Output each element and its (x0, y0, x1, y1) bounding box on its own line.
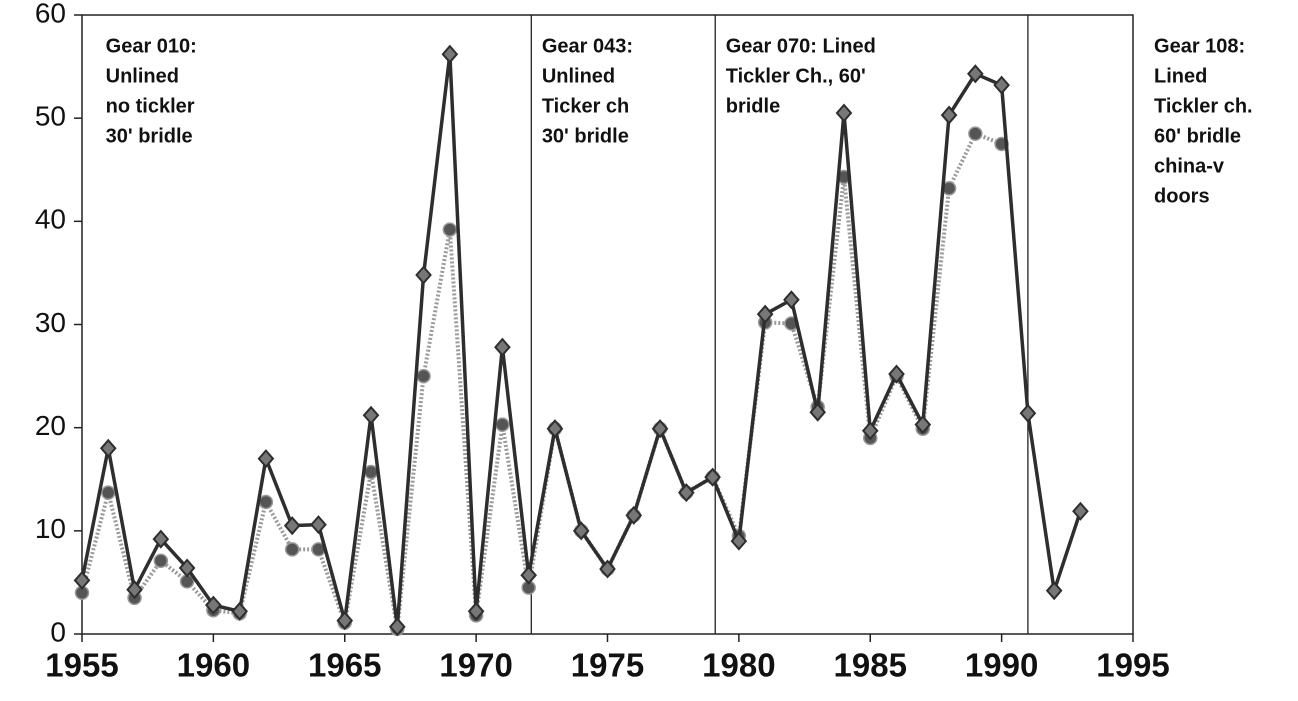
point (730, 531, 748, 551)
annotation: Gear 070: Lined (726, 35, 876, 57)
point (442, 222, 458, 237)
point (783, 290, 800, 310)
point (257, 449, 275, 469)
point (888, 364, 905, 384)
point (1072, 501, 1089, 521)
point (651, 419, 669, 439)
point (967, 64, 984, 84)
annotation: 30' bridle (542, 125, 629, 147)
annotation: doors (1154, 185, 1210, 207)
point (835, 103, 853, 123)
annotation: no tickler (106, 95, 195, 117)
point (310, 515, 327, 535)
point (520, 565, 538, 585)
annotation: china-v (1154, 155, 1225, 177)
point (572, 521, 590, 541)
x-tick-label: 1985 (834, 647, 907, 684)
point (441, 44, 459, 64)
point (546, 419, 564, 439)
point (861, 421, 879, 441)
y-tick-label: 30 (35, 307, 66, 338)
x-tick-label: 1970 (439, 647, 512, 684)
x-tick-label: 1960 (177, 647, 250, 684)
y-tick-label: 40 (35, 204, 66, 235)
annotation: Tickler Ch., 60' (726, 65, 866, 87)
point (231, 601, 248, 621)
x-tick-label: 1955 (45, 647, 118, 684)
series-line (80, 131, 1003, 631)
point (126, 580, 143, 600)
y-tick-label: 20 (35, 410, 66, 441)
point (101, 485, 116, 500)
point (495, 417, 510, 432)
y-tick-label: 50 (35, 101, 66, 132)
point (467, 601, 485, 621)
point (494, 337, 511, 357)
x-tick-label: 1965 (308, 647, 381, 684)
point (73, 570, 91, 590)
point (152, 529, 170, 549)
point (809, 402, 827, 422)
x-tick-label: 1975 (571, 647, 644, 684)
annotation: Ticker ch (542, 95, 629, 117)
point (416, 368, 431, 384)
annotation: Unlined (106, 65, 179, 87)
point (205, 595, 222, 615)
point (178, 558, 196, 578)
annotation: Gear 108: (1154, 35, 1245, 57)
point (362, 405, 380, 425)
x-tick-label: 1990 (965, 647, 1038, 684)
point (284, 542, 300, 557)
y-tick-label: 0 (50, 616, 66, 647)
point (99, 438, 117, 458)
annotation: Gear 043: (542, 35, 633, 57)
point (1019, 403, 1037, 423)
annotation: Gear 010: (106, 35, 197, 57)
point (1045, 581, 1063, 601)
y-tick-label: 10 (35, 513, 66, 544)
y-tick-label: 60 (35, 0, 66, 28)
point (599, 559, 616, 579)
point (993, 75, 1010, 95)
point (625, 505, 643, 525)
annotation: 60' bridle (1154, 125, 1241, 147)
annotation: Lined (1154, 65, 1207, 87)
point (914, 415, 932, 435)
point (968, 126, 983, 141)
point (388, 617, 406, 637)
point (283, 516, 301, 536)
point (153, 553, 169, 569)
point (363, 464, 379, 480)
point (258, 494, 274, 510)
point (336, 611, 354, 631)
point (756, 304, 774, 324)
annotation: Tickler ch. (1154, 95, 1253, 117)
point (704, 467, 721, 487)
point (940, 105, 958, 125)
annotation: bridle (726, 95, 780, 117)
annotation: Unlined (542, 65, 615, 87)
point (415, 265, 432, 285)
annotation: 30' bridle (106, 125, 193, 147)
point (677, 483, 695, 503)
x-tick-label: 1995 (1096, 647, 1169, 684)
x-tick-label: 1980 (702, 647, 775, 684)
